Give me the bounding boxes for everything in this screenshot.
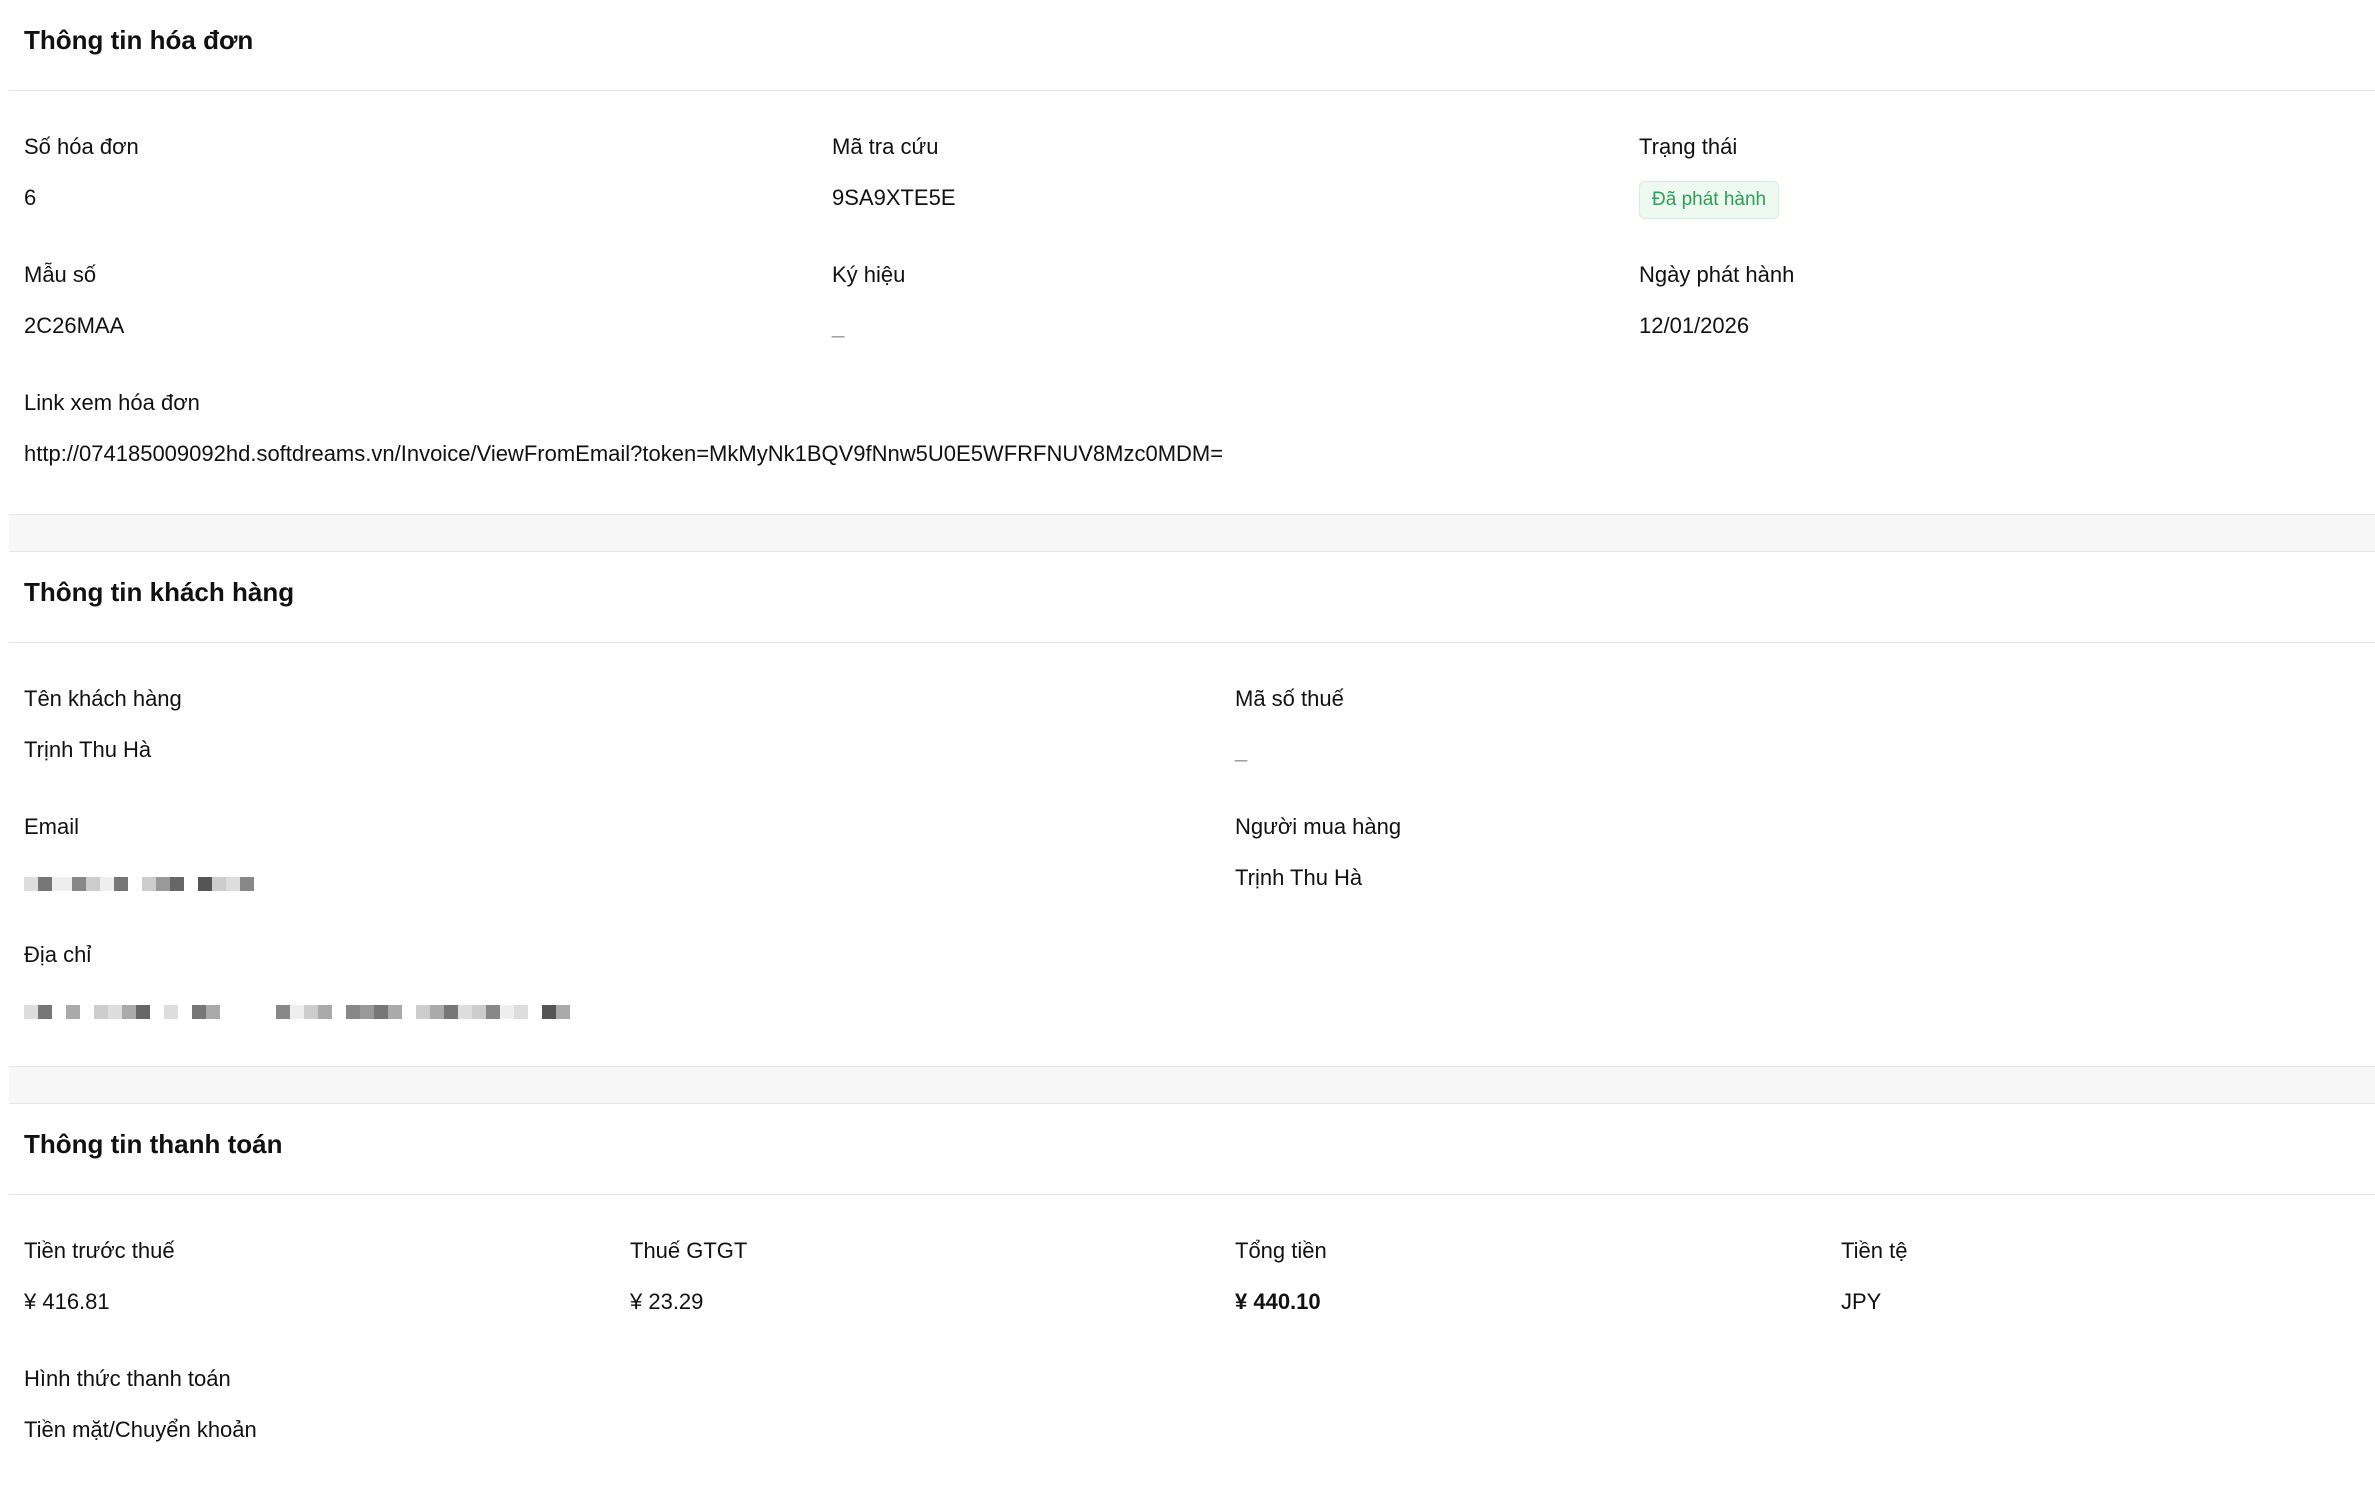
invoice-link[interactable]: http://074185009092hd.softdreams.vn/Invo… <box>24 441 1224 466</box>
email-field: Email <box>24 812 1235 893</box>
field-label: Người mua hàng <box>1235 814 1402 839</box>
field-label: Tên khách hàng <box>24 686 182 711</box>
field-value: Trịnh Thu Hà <box>24 737 152 762</box>
field-value: 9SA9XTE5E <box>832 185 956 210</box>
subtotal-field: Tiền trước thuế ¥ 416.81 <box>24 1236 630 1317</box>
section-divider <box>9 1066 2375 1104</box>
field-label: Ký hiệu <box>832 262 906 287</box>
status-field: Trạng thái Đã phát hành <box>1639 132 1780 219</box>
field-label: Tổng tiền <box>1235 1238 1327 1263</box>
invoice-number-field: Số hóa đơn 6 <box>24 132 832 213</box>
field-value: Trịnh Thu Hà <box>1235 865 1363 890</box>
field-value: _ <box>1235 737 1248 762</box>
tax-code-field: Mã số thuế _ <box>1235 684 1344 765</box>
customer-info-header: Thông tin khách hàng <box>9 552 2375 643</box>
vat-field: Thuế GTGT ¥ 23.29 <box>630 1236 1235 1317</box>
field-label: Tiền tệ <box>1841 1238 1908 1263</box>
redacted-address <box>24 997 570 1027</box>
section-title: Thông tin hóa đơn <box>24 24 254 55</box>
field-label: Mẫu số <box>24 262 97 287</box>
status-badge: Đã phát hành <box>1639 181 1780 219</box>
field-label: Địa chỉ <box>24 942 92 967</box>
field-value: _ <box>832 313 845 338</box>
customer-info-section: Thông tin khách hàng Tên khách hàng Trịnh… <box>9 552 2375 1066</box>
payment-info-header: Thông tin thanh toán <box>9 1104 2375 1195</box>
field-value: ¥ 23.29 <box>630 1289 704 1314</box>
field-label: Số hóa đơn <box>24 134 139 159</box>
buyer-field: Người mua hàng Trịnh Thu Hà <box>1235 812 1401 893</box>
section-title: Thông tin thanh toán <box>24 1128 283 1159</box>
payment-method-field: Hình thức thanh toán Tiền mặt/Chuyển khoả… <box>24 1364 257 1445</box>
field-label: Link xem hóa đơn <box>24 390 200 415</box>
section-title: Thông tin khách hàng <box>24 576 295 607</box>
payment-info-section: Thông tin thanh toán Tiền trước thuế ¥ 41… <box>9 1104 2375 1490</box>
field-label: Hình thức thanh toán <box>24 1366 231 1391</box>
template-field: Mẫu số 2C26MAA <box>24 260 832 341</box>
invoice-detail-page: Thông tin hóa đơn Số hóa đơn 6 Mã tra cứu… <box>9 0 2375 1490</box>
field-label: Thuế GTGT <box>630 1238 748 1263</box>
field-label: Email <box>24 814 80 839</box>
symbol-field: Ký hiệu _ <box>832 260 1639 341</box>
section-divider <box>9 514 2375 552</box>
total-field: Tổng tiền ¥ 440.10 <box>1235 1236 1841 1317</box>
customer-name-field: Tên khách hàng Trịnh Thu Hà <box>24 684 1235 765</box>
field-label: Ngày phát hành <box>1639 262 1795 287</box>
lookup-code-field: Mã tra cứu 9SA9XTE5E <box>832 132 1639 213</box>
field-value: 12/01/2026 <box>1639 313 1750 338</box>
field-label: Tiền trước thuế <box>24 1238 175 1263</box>
field-value: 6 <box>24 185 37 210</box>
redacted-email <box>24 869 1235 899</box>
field-value: Tiền mặt/Chuyển khoản <box>24 1417 257 1442</box>
currency-field: Tiền tệ JPY <box>1841 1236 1907 1317</box>
invoice-info-section: Thông tin hóa đơn Số hóa đơn 6 Mã tra cứu… <box>9 0 2375 514</box>
field-label: Mã số thuế <box>1235 686 1344 711</box>
issue-date-field: Ngày phát hành 12/01/2026 <box>1639 260 1794 341</box>
field-value: 2C26MAA <box>24 313 125 338</box>
field-value: JPY <box>1841 1289 1882 1314</box>
field-label: Trạng thái <box>1639 134 1738 159</box>
field-value: ¥ 440.10 <box>1235 1289 1321 1314</box>
invoice-link-field: Link xem hóa đơn http://074185009092hd.so… <box>24 388 1223 469</box>
address-field: Địa chỉ <box>24 940 570 1021</box>
field-value: ¥ 416.81 <box>24 1289 110 1314</box>
field-label: Mã tra cứu <box>832 134 939 159</box>
invoice-info-header: Thông tin hóa đơn <box>9 0 2375 91</box>
